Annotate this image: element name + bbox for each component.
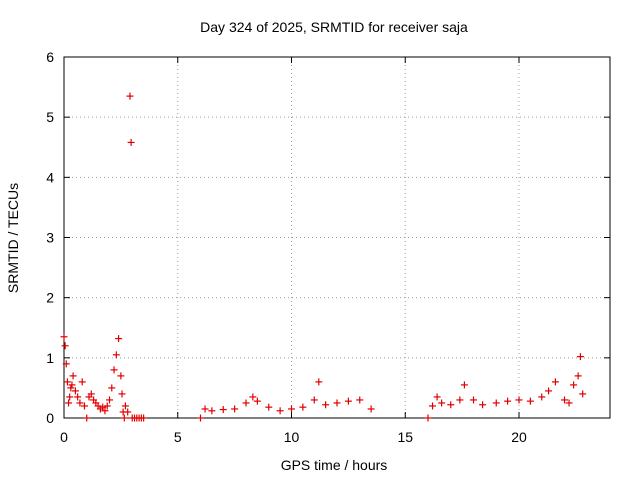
data-point [62, 360, 70, 368]
data-point [356, 396, 364, 404]
data-point [115, 335, 123, 343]
data-point [65, 399, 73, 407]
x-tick-label: 15 [397, 429, 413, 445]
x-tick-label: 10 [284, 429, 300, 445]
data-point [265, 403, 273, 411]
data-point [492, 399, 500, 407]
data-point [574, 372, 582, 380]
data-point [276, 407, 284, 415]
data-point [333, 399, 341, 407]
data-point [74, 393, 82, 401]
data-point [504, 397, 512, 405]
data-point [101, 407, 109, 415]
data-point [140, 414, 148, 422]
x-tick-label: 5 [174, 429, 182, 445]
data-point [322, 401, 330, 409]
data-point [576, 353, 584, 361]
data-point [565, 399, 573, 407]
data-point [429, 402, 437, 410]
data-point [103, 402, 111, 410]
data-point [127, 138, 135, 146]
data-point [201, 405, 209, 413]
data-point [99, 403, 107, 411]
y-tick-label: 0 [46, 410, 54, 426]
data-point [87, 390, 95, 398]
data-point [310, 396, 318, 404]
data-point [288, 405, 295, 413]
data-point [118, 390, 126, 398]
x-tick-label: 0 [60, 429, 68, 445]
data-point [551, 378, 559, 386]
data-point [78, 378, 86, 386]
data-point [67, 384, 75, 392]
y-tick-label: 2 [46, 290, 54, 306]
data-point [456, 396, 464, 404]
data-point [69, 372, 77, 380]
chart-title: Day 324 of 2025, SRMTID for receiver saj… [200, 19, 468, 35]
data-point [231, 405, 239, 413]
data-point [570, 381, 578, 389]
data-point [120, 414, 128, 422]
data-point [126, 92, 134, 100]
data-point [479, 401, 487, 409]
data-point [117, 372, 125, 380]
data-point [299, 403, 307, 411]
y-tick-label: 4 [46, 169, 54, 185]
data-point [61, 342, 69, 350]
data-point [68, 381, 76, 389]
y-tick-label: 5 [46, 109, 54, 125]
data-point [515, 396, 523, 404]
data-point [80, 402, 88, 410]
data-point [71, 387, 79, 395]
data-point [60, 333, 68, 341]
data-point [242, 399, 250, 407]
y-axis-label: SRMTID / TECUs [5, 183, 21, 293]
data-point [110, 366, 118, 374]
data-point [219, 406, 227, 414]
grid-lines [64, 57, 610, 418]
data-point [438, 399, 446, 407]
data-point [344, 397, 352, 405]
data-point [208, 407, 216, 415]
data-point [315, 378, 323, 386]
data-point [112, 351, 120, 359]
data-point [460, 381, 468, 389]
data-point [124, 408, 132, 416]
data-point [76, 399, 84, 407]
data-point [433, 393, 441, 401]
data-point [424, 414, 432, 422]
data-point [579, 390, 587, 398]
data-point [253, 397, 261, 405]
data-point [526, 397, 534, 405]
data-point [197, 414, 204, 422]
data-points [60, 92, 587, 422]
y-axis-ticks: 0 1 2 3 4 5 6 [46, 49, 610, 426]
data-point [106, 396, 113, 404]
data-point [121, 402, 129, 410]
data-point [66, 393, 74, 401]
data-point [561, 396, 568, 404]
x-axis-ticks: 0 5 10 15 20 [60, 57, 527, 445]
y-tick-label: 3 [46, 230, 54, 246]
data-point [447, 401, 455, 409]
data-point [63, 378, 71, 386]
data-point [538, 393, 546, 401]
data-point [108, 384, 116, 392]
y-tick-label: 1 [46, 350, 54, 366]
data-point [470, 396, 477, 404]
y-tick-label: 6 [46, 49, 54, 65]
data-point [545, 387, 553, 395]
x-tick-label: 20 [511, 429, 527, 445]
data-point [249, 393, 257, 401]
data-point [367, 405, 375, 413]
x-axis-label: GPS time / hours [281, 457, 388, 473]
data-point [83, 414, 91, 422]
